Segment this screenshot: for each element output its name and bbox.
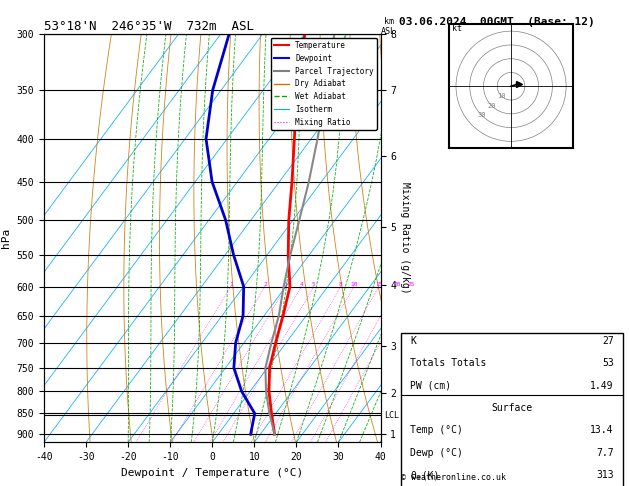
Text: 53°18'N  246°35'W  732m  ASL: 53°18'N 246°35'W 732m ASL [44, 20, 254, 33]
Text: Surface: Surface [491, 403, 533, 413]
Text: 03.06.2024  00GMT  (Base: 12): 03.06.2024 00GMT (Base: 12) [399, 17, 595, 27]
Y-axis label: hPa: hPa [1, 228, 11, 248]
Text: 15: 15 [375, 281, 382, 287]
Text: LCL: LCL [384, 411, 399, 420]
Text: 27: 27 [602, 336, 614, 346]
Text: 2: 2 [263, 281, 267, 287]
Legend: Temperature, Dewpoint, Parcel Trajectory, Dry Adiabat, Wet Adiabat, Isotherm, Mi: Temperature, Dewpoint, Parcel Trajectory… [270, 38, 377, 130]
Text: 53: 53 [602, 359, 614, 368]
Text: K: K [410, 336, 416, 346]
Text: 20: 20 [487, 103, 496, 109]
Text: 30: 30 [477, 112, 486, 119]
Text: km
ASL: km ASL [381, 17, 396, 36]
Text: 3: 3 [284, 281, 288, 287]
Text: kt: kt [452, 24, 462, 33]
Text: 13.4: 13.4 [591, 425, 614, 435]
X-axis label: Dewpoint / Temperature (°C): Dewpoint / Temperature (°C) [121, 468, 303, 478]
Text: Temp (°C): Temp (°C) [410, 425, 463, 435]
Text: θₑ(K): θₑ(K) [410, 470, 440, 480]
Text: 4: 4 [299, 281, 303, 287]
Text: 25: 25 [408, 281, 415, 287]
Text: 1.49: 1.49 [591, 381, 614, 391]
Text: © weatheronline.co.uk: © weatheronline.co.uk [401, 473, 506, 482]
Text: Dewp (°C): Dewp (°C) [410, 448, 463, 458]
Text: 10: 10 [350, 281, 358, 287]
Text: 313: 313 [596, 470, 614, 480]
Text: 7.7: 7.7 [596, 448, 614, 458]
Text: 1: 1 [229, 281, 233, 287]
Text: 5: 5 [312, 281, 316, 287]
Text: 8: 8 [339, 281, 343, 287]
Text: PW (cm): PW (cm) [410, 381, 451, 391]
Text: 10: 10 [497, 93, 506, 99]
Text: 20: 20 [393, 281, 401, 287]
Y-axis label: Mixing Ratio (g/kg): Mixing Ratio (g/kg) [400, 182, 410, 294]
Text: Totals Totals: Totals Totals [410, 359, 487, 368]
